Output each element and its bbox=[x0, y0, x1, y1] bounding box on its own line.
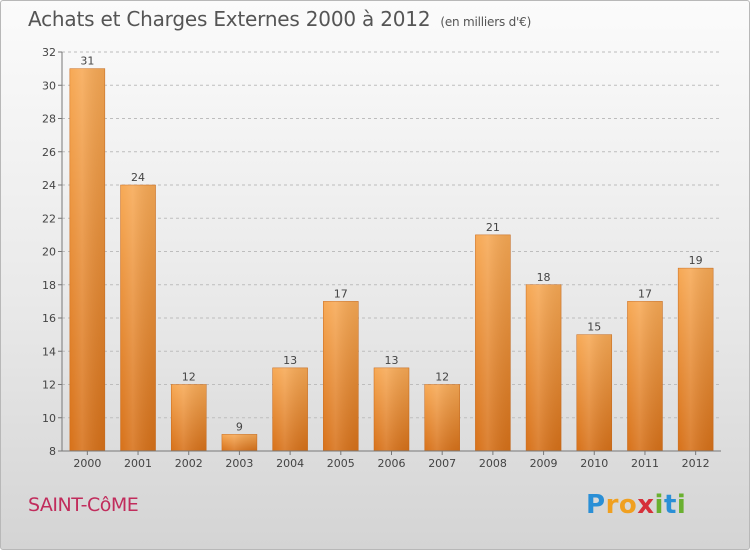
x-tick-label: 2004 bbox=[276, 457, 304, 470]
y-tick-label: 12 bbox=[42, 379, 56, 392]
data-label: 12 bbox=[182, 371, 196, 384]
x-tick-labels: 2000 2001 2002 2003 2004 2005 2006 2007 2008 2009… bbox=[73, 457, 709, 470]
y-tick-label: 18 bbox=[42, 279, 56, 292]
chart-title: Achats et Charges Externes 2000 à 2012 (e… bbox=[28, 7, 531, 31]
bar-shine bbox=[627, 301, 663, 451]
bar-shine bbox=[475, 234, 511, 451]
bar-shine bbox=[576, 334, 612, 451]
y-tick-label: 24 bbox=[42, 179, 56, 192]
logo-letter: o bbox=[618, 490, 638, 520]
logo-letter: t bbox=[663, 490, 677, 520]
x-tick-label: 2009 bbox=[530, 457, 558, 470]
bar-shine bbox=[678, 268, 714, 451]
data-label: 21 bbox=[486, 221, 500, 234]
logo-letter: i bbox=[654, 490, 664, 520]
logo-letter: x bbox=[637, 490, 655, 520]
x-tick-label: 2010 bbox=[580, 457, 608, 470]
bar-shine bbox=[221, 434, 257, 451]
bars bbox=[69, 68, 714, 452]
chart-title-text: Achats et Charges Externes 2000 à 2012 bbox=[28, 7, 431, 31]
data-label: 9 bbox=[236, 420, 243, 433]
x-tick-label: 2011 bbox=[631, 457, 659, 470]
bar-shine bbox=[272, 367, 308, 451]
data-label: 13 bbox=[385, 354, 399, 367]
y-tick-label: 22 bbox=[42, 212, 56, 225]
data-label: 31 bbox=[80, 55, 94, 68]
data-label: 12 bbox=[435, 371, 449, 384]
data-label: 17 bbox=[334, 287, 348, 300]
logo-letter: P bbox=[586, 490, 606, 520]
logo-letter: r bbox=[605, 490, 619, 520]
proxiti-logo: Proxiti bbox=[586, 490, 686, 520]
axes bbox=[58, 51, 721, 455]
x-tick-label: 2012 bbox=[682, 457, 710, 470]
data-label: 18 bbox=[537, 271, 551, 284]
data-label: 17 bbox=[638, 287, 652, 300]
data-labels: 31 24 12 9 13 17 13 12 21 18 15 17 19 bbox=[80, 55, 702, 434]
y-tick-label: 26 bbox=[42, 146, 56, 159]
y-tick-label: 8 bbox=[49, 445, 56, 458]
x-tick-label: 2001 bbox=[124, 457, 152, 470]
bar-shine bbox=[526, 284, 562, 451]
y-tick-label: 10 bbox=[42, 412, 56, 425]
chart-subtitle: (en milliers d'€) bbox=[440, 15, 532, 29]
data-label: 19 bbox=[689, 254, 703, 267]
x-tick-label: 2005 bbox=[327, 457, 355, 470]
x-tick-label: 2007 bbox=[428, 457, 456, 470]
bar-shine bbox=[69, 68, 105, 451]
data-label: 15 bbox=[587, 321, 601, 334]
logo-letter: i bbox=[676, 490, 687, 520]
y-tick-label: 30 bbox=[42, 79, 56, 92]
x-tick-label: 2002 bbox=[175, 457, 203, 470]
data-label: 24 bbox=[131, 171, 145, 184]
bar-shine bbox=[171, 384, 207, 451]
data-label: 13 bbox=[283, 354, 297, 367]
y-tick-labels: 8 10 12 14 16 18 20 22 24 26 28 30 32 bbox=[42, 46, 56, 458]
bar-shine bbox=[323, 301, 359, 451]
x-tick-label: 2006 bbox=[378, 457, 406, 470]
commune-name: SAINT-CôME bbox=[28, 494, 139, 516]
y-tick-label: 32 bbox=[42, 46, 56, 59]
y-tick-label: 20 bbox=[42, 246, 56, 259]
x-tick-label: 2000 bbox=[73, 457, 101, 470]
y-tick-label: 16 bbox=[42, 312, 56, 325]
bar-shine bbox=[424, 384, 460, 451]
y-tick-label: 14 bbox=[42, 345, 56, 358]
y-tick-label: 28 bbox=[42, 113, 56, 126]
x-tick-label: 2008 bbox=[479, 457, 507, 470]
bar-shine bbox=[374, 367, 409, 451]
x-tick-label: 2003 bbox=[225, 457, 253, 470]
bar-shine bbox=[120, 185, 156, 451]
